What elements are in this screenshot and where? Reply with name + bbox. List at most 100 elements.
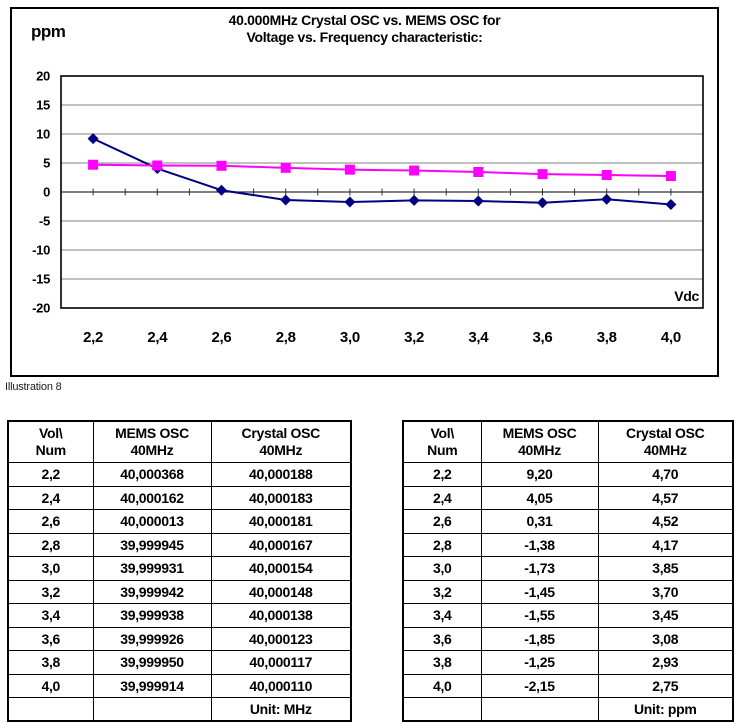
x-tick-label: 4,0 bbox=[661, 329, 681, 346]
x-tick-label: 2,8 bbox=[276, 329, 296, 346]
y-tick-label: 15 bbox=[36, 98, 50, 113]
frequency-table-mhz: Vol\ Num MEMS OSC 40MHz Crystal OSC 40MHz … bbox=[7, 420, 352, 722]
table-cell: -1,85 bbox=[480, 626, 599, 651]
data-point-square bbox=[665, 171, 676, 182]
data-point-square bbox=[88, 159, 99, 170]
table-cell: 4,0 bbox=[402, 673, 482, 698]
table-cell: 2,4 bbox=[402, 485, 482, 510]
table-cell: 3,6 bbox=[7, 626, 94, 651]
y-tick-label: 10 bbox=[36, 127, 50, 142]
table-row: 4,0 39,999914 40,000110 bbox=[7, 673, 352, 698]
data-point-square bbox=[280, 162, 291, 173]
table-row: 2,4 40,000162 40,000183 bbox=[7, 485, 352, 510]
data-point-diamond bbox=[216, 184, 227, 196]
table-cell: 40,000117 bbox=[210, 650, 352, 675]
table-cell: -1,55 bbox=[480, 603, 599, 628]
y-tick-label: 20 bbox=[36, 69, 50, 84]
table-cell: 40,000148 bbox=[210, 579, 352, 604]
table-cell: 40,000183 bbox=[210, 485, 352, 510]
table-row: Unit: ppm bbox=[402, 697, 734, 722]
table-cell: 4,52 bbox=[597, 509, 734, 534]
data-point-square bbox=[473, 166, 484, 177]
x-axis-unit-label: Vdc bbox=[674, 288, 699, 304]
table-cell: -2,15 bbox=[480, 673, 599, 698]
x-tick-label: 2,2 bbox=[83, 329, 103, 346]
table-row: 2,6 0,31 4,52 bbox=[402, 509, 734, 534]
table-cell: 3,2 bbox=[402, 579, 482, 604]
table-cell: 40,000181 bbox=[210, 509, 352, 534]
table-cell: 39,999950 bbox=[92, 650, 212, 675]
chart-title-line1: 40.000MHz Crystal OSC vs. MEMS OSC for bbox=[228, 12, 501, 28]
column-header: Vol\ Num bbox=[402, 420, 482, 463]
table-row: 3,2 39,999942 40,000148 bbox=[7, 579, 352, 604]
x-tick-label: 3,0 bbox=[340, 329, 360, 346]
table-header: Vol\ Num MEMS OSC 40MHz Crystal OSC 40MHz bbox=[7, 420, 352, 463]
table-cell: 2,6 bbox=[402, 509, 482, 534]
data-point-diamond bbox=[87, 133, 99, 145]
x-tick-label: 3,6 bbox=[533, 329, 553, 346]
table-cell bbox=[480, 697, 599, 722]
table-row: 3,0 39,999931 40,000154 bbox=[7, 556, 352, 581]
y-tick-label: -10 bbox=[32, 243, 50, 258]
table-cell: 40,000138 bbox=[210, 603, 352, 628]
table-row: 2,4 4,05 4,57 bbox=[402, 485, 734, 510]
data-point-diamond bbox=[537, 197, 548, 209]
table-row: 2,2 9,20 4,70 bbox=[402, 462, 734, 487]
series-line-1 bbox=[93, 163, 671, 178]
data-point-diamond bbox=[472, 195, 484, 207]
data-point-diamond bbox=[665, 198, 677, 210]
table-cell: -1,25 bbox=[480, 650, 599, 675]
table-row: 2,2 40,000368 40,000188 bbox=[7, 462, 352, 487]
table-cell: 3,4 bbox=[402, 603, 482, 628]
table-row: 3,0 -1,73 3,85 bbox=[402, 556, 734, 581]
table-cell: 2,75 bbox=[597, 673, 734, 698]
y-tick-label: -5 bbox=[39, 214, 50, 229]
table-cell: 4,70 bbox=[597, 462, 734, 487]
table-cell: 39,999914 bbox=[92, 673, 212, 698]
table-row: Unit: MHz bbox=[7, 697, 352, 722]
table-cell bbox=[92, 697, 212, 722]
chart-title-line2: Voltage vs. Frequency characteristic: bbox=[246, 28, 483, 45]
table-cell: Unit: MHz bbox=[210, 697, 352, 722]
data-point-square bbox=[344, 164, 355, 175]
data-point-square bbox=[601, 170, 612, 181]
column-header: Crystal OSC 40MHz bbox=[210, 420, 352, 463]
table-cell: 39,999942 bbox=[92, 579, 212, 604]
plot-border bbox=[60, 75, 704, 309]
table-cell bbox=[7, 697, 94, 722]
table-cell: 3,0 bbox=[7, 556, 94, 581]
data-point-diamond bbox=[344, 196, 356, 208]
table-cell: 3,8 bbox=[402, 650, 482, 675]
table-cell: 39,999938 bbox=[92, 603, 212, 628]
table-cell: 2,93 bbox=[597, 650, 734, 675]
figure-caption: Illustration 8 bbox=[5, 381, 62, 393]
x-tick-label: 2,6 bbox=[212, 329, 232, 346]
column-header: MEMS OSC 40MHz bbox=[92, 420, 212, 463]
column-header: Crystal OSC 40MHz bbox=[597, 420, 734, 463]
table-cell: 2,8 bbox=[402, 532, 482, 557]
table-cell: 40,000188 bbox=[210, 462, 352, 487]
chart-title: 40.000MHz Crystal OSC vs. MEMS OSC for V… bbox=[12, 12, 717, 45]
table-cell: 3,70 bbox=[597, 579, 734, 604]
series-line-0 bbox=[92, 137, 671, 206]
table-body: 2,2 9,20 4,70 2,4 4,05 4,57 2,6 0,31 4,52 2,8 -1,3… bbox=[402, 462, 734, 722]
table-cell: 40,000154 bbox=[210, 556, 352, 581]
table-cell: 39,999926 bbox=[92, 626, 212, 651]
data-point-square bbox=[216, 160, 227, 171]
y-tick-label: -20 bbox=[32, 301, 50, 316]
table-cell: 3,2 bbox=[7, 579, 94, 604]
table-cell: 2,2 bbox=[7, 462, 94, 487]
table-cell: 40,000167 bbox=[210, 532, 352, 557]
table-row: 3,8 39,999950 40,000117 bbox=[7, 650, 352, 675]
table-cell: 40,000123 bbox=[210, 626, 352, 651]
table-row: 2,6 40,000013 40,000181 bbox=[7, 509, 352, 534]
table-cell: 39,999931 bbox=[92, 556, 212, 581]
table-cell: 3,45 bbox=[597, 603, 734, 628]
y-tick-label: -15 bbox=[32, 272, 50, 287]
table-cell: 3,85 bbox=[597, 556, 734, 581]
deviation-table-ppm: Vol\ Num MEMS OSC 40MHz Crystal OSC 40MHz … bbox=[402, 420, 734, 722]
table-row: 3,8 -1,25 2,93 bbox=[402, 650, 734, 675]
table-cell: 4,57 bbox=[597, 485, 734, 510]
x-tick-label: 3,8 bbox=[597, 329, 617, 346]
data-point-square bbox=[537, 169, 548, 180]
